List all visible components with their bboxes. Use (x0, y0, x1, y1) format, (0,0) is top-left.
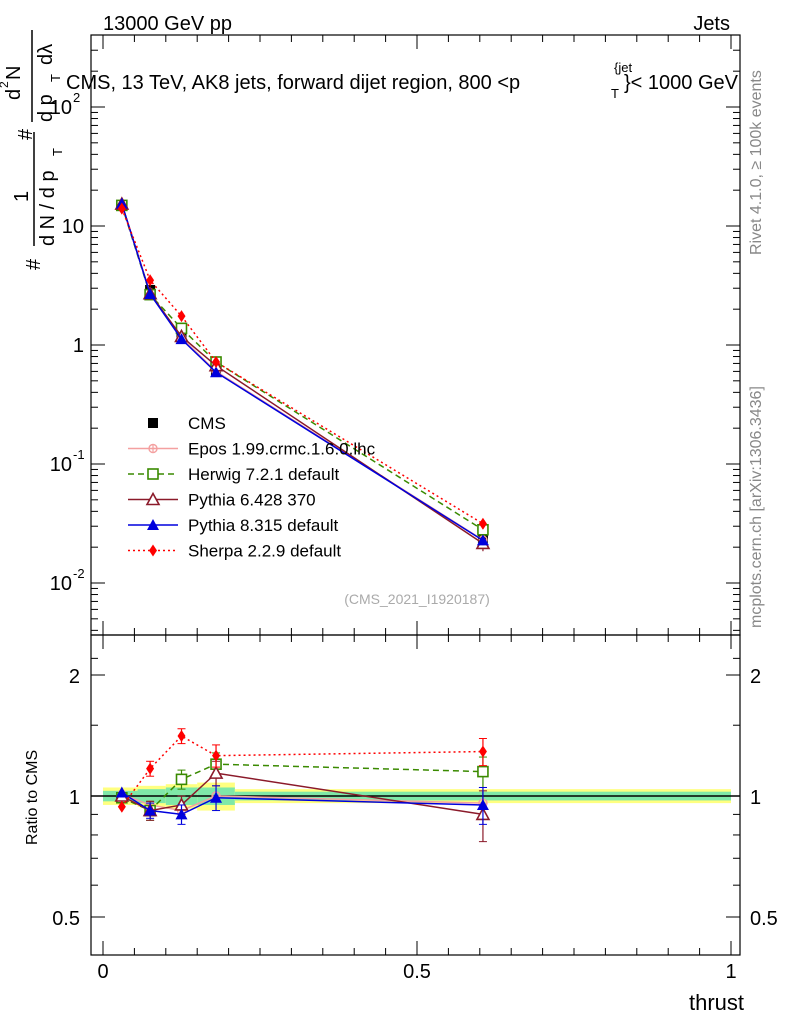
title-main: CMS, 13 TeV, AK8 jets, forward dijet reg… (66, 72, 520, 94)
main-y-tick-label-exp: 2 (73, 90, 80, 105)
main-y-tick-label-base: 10 (50, 573, 72, 595)
ylab-left-den-sub: T (50, 148, 65, 156)
ylab-num-N: N (3, 66, 25, 80)
legend-marker (147, 519, 159, 530)
data-point (175, 333, 188, 345)
ratio-data-point (115, 786, 128, 798)
ratio-data-point (175, 808, 188, 820)
main-y-tick-label-exp: -2 (73, 566, 85, 581)
ratio-data-point (144, 804, 157, 816)
series-herwig-7-2-1-default (116, 199, 489, 536)
series-sherpa-2-2-9-default (117, 202, 487, 530)
legend-label: Epos 1.99.crmc.1.6.0.lhc (188, 440, 376, 459)
main-y-tick-label: 10 -1 (50, 447, 85, 476)
plot-title: CMS, 13 TeV, AK8 jets, forward dijet reg… (66, 60, 739, 101)
ratio-series-line (121, 735, 483, 808)
x-tick-label: 0 (97, 961, 108, 983)
x-axis-label: thrust (689, 990, 744, 1015)
ratio-y-tick-label: 1 (69, 787, 80, 809)
ylab-num-sup: 2 (0, 81, 11, 88)
watermark: (CMS_2021_I1920187) (344, 591, 490, 607)
side-text-rivet: Rivet 4.1.0, ≥ 100k events (748, 70, 765, 255)
x-tick-label: 0.5 (403, 961, 431, 983)
ratio-data-point (476, 798, 489, 810)
ratio-y-label: Ratio to CMS (24, 750, 41, 845)
data-point (212, 355, 221, 368)
main-y-tick-label-text: 1 (73, 335, 84, 357)
ratio-series-sherpa-2-2-9-default (117, 728, 487, 813)
legend-entry-cms: CMS (148, 414, 226, 433)
legend-marker (149, 544, 157, 557)
main-y-tick-label: 1 (73, 335, 84, 357)
ylab-den-lambda: dλ (35, 44, 57, 65)
ratio-y-tick-label-right: 1 (750, 787, 761, 809)
ratio-data-point (175, 773, 188, 786)
side-text-mcplots: mcplots.cern.ch [arXiv:1306.3436] (748, 386, 765, 628)
legend-label: Sherpa 2.2.9 default (188, 542, 341, 561)
title-tail: }< 1000 GeV (624, 72, 739, 94)
ylab-num-d: d (3, 89, 25, 100)
main-y-tick-label: 10 2 (50, 90, 80, 119)
header-right: Jets (693, 13, 730, 35)
y-axis-label-main: # 1 d N / d p T # d 2 N d p T dλ (0, 30, 65, 270)
x-tick-label: 1 (725, 961, 736, 983)
legend-label: Pythia 8.315 default (188, 516, 339, 535)
legend-entry-pythia-8-315-default: Pythia 8.315 default (128, 516, 339, 535)
data-point (146, 274, 155, 287)
data-point (210, 366, 223, 378)
title-sub: T (611, 86, 619, 101)
legend-entry-epos-1-99-crmc-1-6-0-lhc: Epos 1.99.crmc.1.6.0.lhc (128, 440, 376, 459)
title-sup: {jet (614, 60, 632, 75)
data-point (117, 202, 126, 215)
ratio-data-point (212, 749, 221, 762)
ylab-den-sub: T (48, 74, 63, 82)
main-y-tick-label-exp: -1 (73, 447, 85, 462)
legend-entry-herwig-7-2-1-default: Herwig 7.2.1 default (128, 465, 339, 484)
ratio-panel: 0.5 0.5 1 1 2 2 0 0.5 1 (52, 634, 778, 983)
ratio-y-tick-label: 0.5 (52, 908, 80, 930)
main-y-tick-label-base: 10 (50, 454, 72, 476)
ratio-data-point (478, 745, 487, 758)
legend-marker (148, 418, 158, 428)
ratio-data-point (117, 800, 126, 813)
header-left: 13000 GeV pp (103, 13, 232, 35)
ratio-data-point (146, 762, 155, 775)
ylab-left-hash: # (23, 258, 45, 270)
legend-entry-sherpa-2-2-9-default: Sherpa 2.2.9 default (128, 542, 341, 561)
legend-marker (147, 468, 159, 480)
legend-entry-pythia-6-428-370: Pythia 6.428 370 (128, 491, 316, 510)
ylab-left-one: 1 (11, 191, 33, 202)
ratio-y-tick-label-right: 0.5 (750, 908, 778, 930)
legend: CMS Epos 1.99.crmc.1.6.0.lhc Herwig 7.2.1 … (128, 414, 376, 561)
main-y-tick-label: 10 (62, 216, 84, 238)
ylab-left-den: d N / d p (37, 170, 59, 246)
legend-label: Pythia 6.428 370 (188, 491, 316, 510)
legend-label: CMS (188, 414, 226, 433)
main-y-tick-label: 10 -2 (50, 566, 85, 595)
series-line (121, 208, 484, 525)
data-point (478, 517, 487, 530)
ylab-den: d p (35, 94, 57, 122)
ratio-frame (90, 634, 741, 956)
data-point (144, 288, 157, 300)
ratio-data-point (208, 765, 224, 779)
main-y-tick-label-text: 10 (62, 216, 84, 238)
legend-label: Herwig 7.2.1 default (188, 465, 339, 484)
ratio-data-point (210, 791, 223, 803)
legend-marker (145, 491, 161, 506)
ratio-data-point (477, 765, 489, 778)
data-point (476, 534, 489, 546)
ratio-y-tick-label: 2 (69, 666, 80, 688)
main-y-tick-label-base: 10 (50, 97, 72, 119)
ylab-left-hash2: # (15, 128, 37, 140)
data-point (177, 310, 186, 323)
ratio-series-pythia-8-315-default (115, 785, 489, 825)
ratio-y-tick-label-right: 2 (750, 666, 761, 688)
series-pythia-8-315-default (115, 197, 489, 546)
ratio-data-point (177, 730, 186, 743)
